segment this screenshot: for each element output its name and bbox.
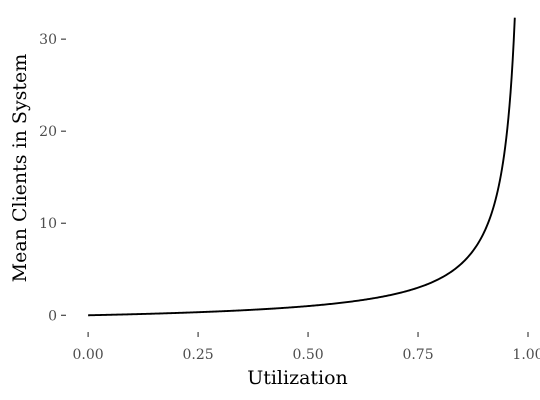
x-tick-label: 0.50 xyxy=(292,347,323,363)
y-tick-label: 20 xyxy=(39,124,57,140)
x-axis-title: Utilization xyxy=(247,367,348,389)
x-tick-label: 0.00 xyxy=(73,347,104,363)
y-tick-label: 10 xyxy=(39,216,57,232)
x-tick-label: 0.75 xyxy=(402,347,433,363)
x-tick-label: 0.25 xyxy=(182,347,213,363)
y-axis: 0 10 20 30 xyxy=(39,32,66,324)
y-tick-label: 30 xyxy=(39,32,57,48)
y-axis-title: Mean Clients in System xyxy=(9,54,31,283)
y-tick-label: 0 xyxy=(48,308,57,324)
series-line xyxy=(88,18,515,316)
x-axis: 0.00 0.25 0.50 0.75 1.00 xyxy=(73,332,540,363)
x-tick-label: 1.00 xyxy=(512,347,540,363)
